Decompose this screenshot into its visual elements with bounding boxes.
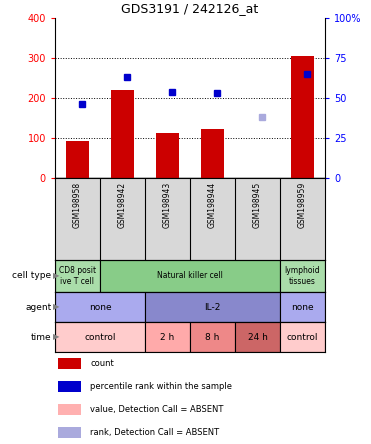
Text: rank, Detection Call = ABSENT: rank, Detection Call = ABSENT [91, 428, 220, 437]
Bar [58, 404, 81, 415]
Bar [235, 322, 280, 352]
Text: cell type: cell type [12, 271, 51, 281]
Bar [55, 322, 145, 352]
Text: value, Detection Call = ABSENT: value, Detection Call = ABSENT [91, 405, 224, 414]
Text: percentile rank within the sample: percentile rank within the sample [91, 382, 232, 391]
Text: agent: agent [25, 302, 51, 312]
Text: Natural killer cell: Natural killer cell [157, 271, 223, 281]
Text: GSM198943: GSM198943 [163, 182, 172, 228]
Text: ▶: ▶ [53, 271, 60, 281]
Bar [280, 292, 325, 322]
Text: GSM198944: GSM198944 [208, 182, 217, 228]
Bar [58, 427, 81, 438]
Text: GSM198942: GSM198942 [118, 182, 127, 228]
Bar [291, 56, 314, 178]
Text: 24 h: 24 h [247, 333, 267, 341]
Bar [55, 260, 100, 292]
Bar [280, 260, 325, 292]
Text: none: none [89, 302, 111, 312]
Text: CD8 posit
ive T cell: CD8 posit ive T cell [59, 266, 96, 285]
Text: ▶: ▶ [53, 302, 60, 312]
Bar [58, 381, 81, 392]
Bar [55, 292, 145, 322]
Text: count: count [91, 359, 114, 368]
Text: control: control [84, 333, 116, 341]
Bar [280, 322, 325, 352]
Bar [100, 260, 280, 292]
Text: none: none [291, 302, 314, 312]
Bar [66, 141, 89, 178]
Text: GSM198959: GSM198959 [298, 182, 307, 228]
Text: ▶: ▶ [53, 333, 60, 341]
Title: GDS3191 / 242126_at: GDS3191 / 242126_at [121, 3, 259, 16]
Text: control: control [287, 333, 318, 341]
Text: 8 h: 8 h [205, 333, 220, 341]
Text: IL-2: IL-2 [204, 302, 221, 312]
Text: lymphoid
tissues: lymphoid tissues [285, 266, 320, 285]
Bar [111, 90, 134, 178]
Bar [201, 129, 224, 178]
Text: GSM198958: GSM198958 [73, 182, 82, 228]
Text: 2 h: 2 h [160, 333, 175, 341]
Bar [190, 322, 235, 352]
Bar [145, 322, 190, 352]
Bar [156, 133, 179, 178]
Text: time: time [31, 333, 51, 341]
Bar [145, 292, 280, 322]
Text: GSM198945: GSM198945 [253, 182, 262, 228]
Bar [58, 358, 81, 369]
